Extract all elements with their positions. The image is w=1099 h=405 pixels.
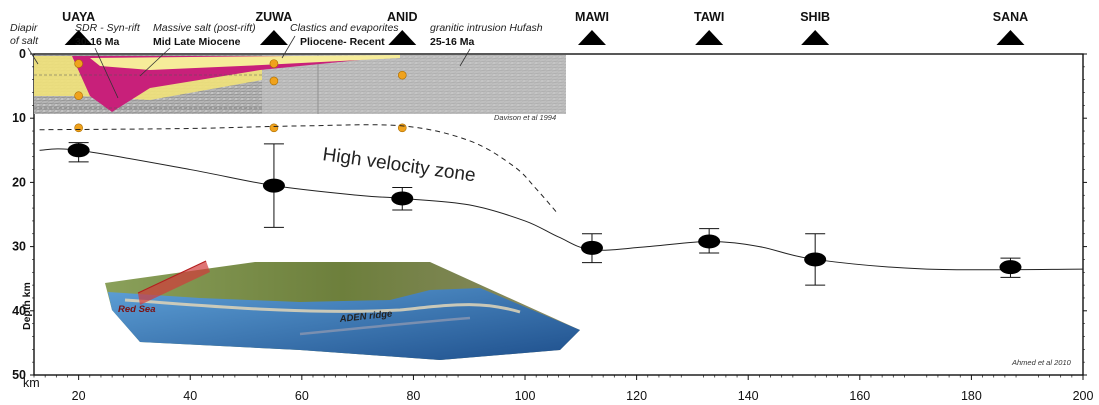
station-name-mawi: MAWI — [575, 10, 609, 24]
depth-marker — [580, 240, 603, 255]
depth-marker — [262, 178, 285, 193]
x-tick-label: 180 — [961, 389, 982, 403]
station-triangle-uaya — [64, 30, 93, 45]
x-tick-label: 40 — [183, 389, 197, 403]
depth-marker — [391, 191, 414, 206]
sample-marker — [74, 59, 83, 68]
station-triangle-mawi — [577, 30, 606, 45]
station-triangle-tawi — [695, 30, 724, 45]
station-name-anid: ANID — [387, 10, 418, 24]
depth-point — [804, 233, 827, 286]
annotation-clastics: Clastics and evaporites — [290, 22, 399, 34]
moho-depth-curve — [39, 148, 1084, 271]
map-section-plane — [138, 261, 210, 305]
sample-marker — [397, 70, 407, 80]
annotation-salt-age: Mid Late Miocene — [153, 36, 241, 48]
map-label-red-sea: Red Sea — [118, 304, 156, 315]
x-tick-label: 80 — [406, 389, 420, 403]
massive-salt-layer — [72, 56, 400, 112]
sample-marker — [74, 123, 83, 133]
high-velocity-zone-boundary — [39, 124, 559, 215]
map-coastline — [124, 298, 521, 314]
map-inset-3d: Red Sea ADEN ridge — [105, 260, 580, 360]
credit-davison: Davison et al 1994 — [494, 113, 556, 122]
x-tick-label: 100 — [515, 389, 536, 403]
credit-ahmed: Ahmed et al 2010 — [1011, 358, 1072, 367]
y-tick-label: 40 — [12, 304, 26, 318]
x-tick-label: 120 — [626, 389, 647, 403]
high-velocity-zone-label: High velocity zone — [321, 144, 477, 186]
annotation-sdr: SDR - Syn-rift — [75, 22, 141, 34]
annotation-clastics-age: Pliocene- Recent — [300, 36, 385, 48]
x-tick-label: 60 — [295, 389, 309, 403]
sample-marker — [269, 123, 279, 133]
station-triangle-anid — [388, 30, 417, 45]
x-tick-label: 160 — [849, 389, 870, 403]
y-tick-label: 10 — [12, 111, 26, 125]
sample-marker — [269, 76, 279, 86]
x-axis-unit: km — [23, 376, 40, 390]
depth-marker — [67, 143, 90, 158]
x-axis: 20 40 60 80 100 120 140 160 180 200 — [33, 375, 1094, 403]
y-tick-label: 0 — [19, 47, 26, 61]
station-triangle-sana — [996, 30, 1025, 45]
depth-point — [698, 228, 721, 254]
depth-point — [391, 187, 414, 211]
annotation-salt: Massive salt (post-rift) — [153, 22, 256, 34]
x-tick-label: 140 — [738, 389, 759, 403]
y-tick-label: 20 — [12, 175, 26, 189]
y-axis-label: Depth km — [21, 282, 33, 330]
x-tick-label: 20 — [72, 389, 86, 403]
station-name-sana: SANA — [993, 10, 1028, 24]
depth-marker — [999, 260, 1022, 275]
station-triangle-zuwa — [259, 30, 288, 45]
clastics-evaporites-layer — [90, 55, 400, 70]
annotation-sdr-age: 30-16 Ma — [75, 36, 120, 48]
depth-marker — [698, 234, 721, 249]
map-ridge — [299, 316, 471, 336]
depth-data-points — [67, 142, 1022, 286]
y-tick-label: 30 — [12, 240, 26, 254]
y-axis: 0 10 20 30 40 50 — [12, 47, 1087, 382]
annotation-diapir: Diapir — [10, 22, 38, 34]
station-name-shib: SHIB — [800, 10, 830, 24]
station-name-zuwa: ZUWA — [256, 10, 293, 24]
y-tick-label: 50 — [12, 368, 26, 382]
x-tick-label: 200 — [1073, 389, 1094, 403]
seismic-right-panel — [262, 55, 566, 114]
depth-point — [67, 142, 90, 163]
depth-point — [262, 143, 285, 228]
annotation-diapir-line2: of salt — [10, 35, 39, 47]
sample-marker — [269, 59, 279, 68]
depth-marker — [804, 252, 827, 267]
station-name-uaya: UAYA — [62, 10, 95, 24]
annotation-granite-age: 25-16 Ma — [430, 36, 475, 48]
sample-marker — [397, 123, 407, 133]
station-name-tawi: TAWI — [694, 10, 724, 24]
seismic-section-inset — [34, 55, 566, 114]
station-markers: UAYA ZUWA ANID MAWI TAWI SHIB SANA — [62, 10, 1028, 45]
sample-marker — [74, 91, 83, 101]
annotation-granite: granitic intrusion Hufash — [430, 22, 543, 34]
station-triangle-shib — [801, 30, 830, 45]
depth-point — [580, 233, 603, 264]
depth-point — [999, 257, 1022, 278]
sample-markers — [74, 59, 407, 133]
